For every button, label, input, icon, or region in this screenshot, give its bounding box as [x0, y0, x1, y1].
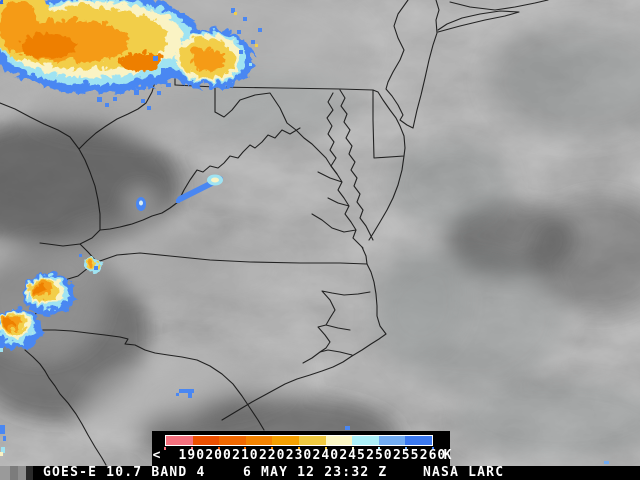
cloud-streak-wv	[176, 174, 223, 203]
pamlico-river	[325, 324, 351, 331]
coast-long-island	[437, 10, 520, 33]
colorbar-segment	[352, 436, 379, 445]
storm-cell-west	[0, 270, 72, 347]
border-ky-wv	[78, 148, 101, 231]
river-potomac	[214, 92, 338, 175]
storm-cell-northwest	[0, 0, 251, 90]
coast-outer-banks	[221, 263, 387, 421]
timestamp-label: 6 MAY 12 23:32 Z	[243, 465, 388, 480]
coast-delmarva	[368, 155, 405, 241]
satellite-image	[0, 0, 640, 466]
cloud-speck-wv-south	[136, 197, 146, 211]
colorbar-tick	[164, 447, 166, 450]
colorbar-tick	[271, 447, 274, 450]
satellite-band-label: GOES-E 10.7 BAND 4	[43, 465, 206, 480]
colorbar-tick	[298, 447, 300, 450]
colorbar-segment	[325, 436, 353, 445]
colorbar-segments	[165, 435, 433, 446]
colorbar-segment	[298, 436, 326, 445]
colorbar-tick	[378, 447, 381, 450]
chesapeake-east	[339, 89, 374, 241]
colorbar-tick	[405, 447, 408, 450]
colorbar-boundary-label: 230	[285, 448, 313, 463]
border-mason-dixon	[174, 84, 374, 91]
coast-ct	[449, 0, 549, 11]
colorbar-tick	[432, 447, 434, 450]
colorbar-boundary-label: 210	[232, 448, 259, 463]
colorbar-segment	[378, 436, 406, 445]
colorbar-prefix-label: <	[152, 448, 162, 463]
storm-fringe-specks	[97, 8, 262, 110]
colorbar-tick	[190, 447, 193, 450]
chesapeake-west	[326, 92, 364, 249]
colorbar-boundary-label: 260	[419, 448, 447, 463]
colorbar-segment	[405, 436, 432, 445]
colorbar-tick	[351, 447, 354, 450]
colorbar-unit-label: K	[443, 448, 453, 463]
colorbar-segment	[219, 436, 246, 445]
border-nj	[385, 0, 440, 129]
coast-va-beach	[361, 246, 368, 265]
colorbar-boundary-label: 255	[392, 448, 420, 463]
colorbar-segment	[166, 436, 193, 445]
river-james	[311, 213, 357, 233]
colorbar-panel: <190 200 210 220 230 240 245 250 255 260 K	[152, 431, 453, 466]
river-york	[327, 197, 350, 207]
colorbar-boundary-label: 240	[312, 448, 340, 463]
colorbar-boundary-label: 250	[366, 448, 393, 463]
border-va-nc	[96, 252, 368, 265]
colorbar-tick	[244, 447, 247, 450]
border-delaware	[372, 89, 406, 159]
river-rappahannock	[317, 171, 343, 183]
storm-cell-nc-specks	[79, 254, 98, 270]
border-wv-va	[99, 127, 301, 231]
status-corner-tile	[0, 466, 33, 480]
colorbar-boundary-label: 190	[178, 448, 206, 463]
cloud-mark-sc	[176, 389, 194, 398]
river-savannah	[24, 349, 107, 466]
colorbar-boundary-label: 245	[339, 448, 366, 463]
albemarle-sound	[302, 290, 371, 364]
colorbar-tick	[217, 447, 220, 450]
colorbar-tick	[324, 447, 327, 450]
credit-label: NASA LARC	[423, 465, 505, 480]
colorbar-boundary-label: 220	[258, 448, 286, 463]
status-bar: GOES-E 10.7 BAND 4 6 MAY 12 23:32 Z NASA…	[0, 466, 640, 480]
colorbar-segment	[245, 436, 273, 445]
colorbar-segment	[272, 436, 299, 445]
border-nc-sc	[39, 329, 265, 431]
neuse-river	[319, 349, 353, 356]
colorbar-boundary-label: 200	[205, 448, 232, 463]
colorbar-segment	[192, 436, 220, 445]
